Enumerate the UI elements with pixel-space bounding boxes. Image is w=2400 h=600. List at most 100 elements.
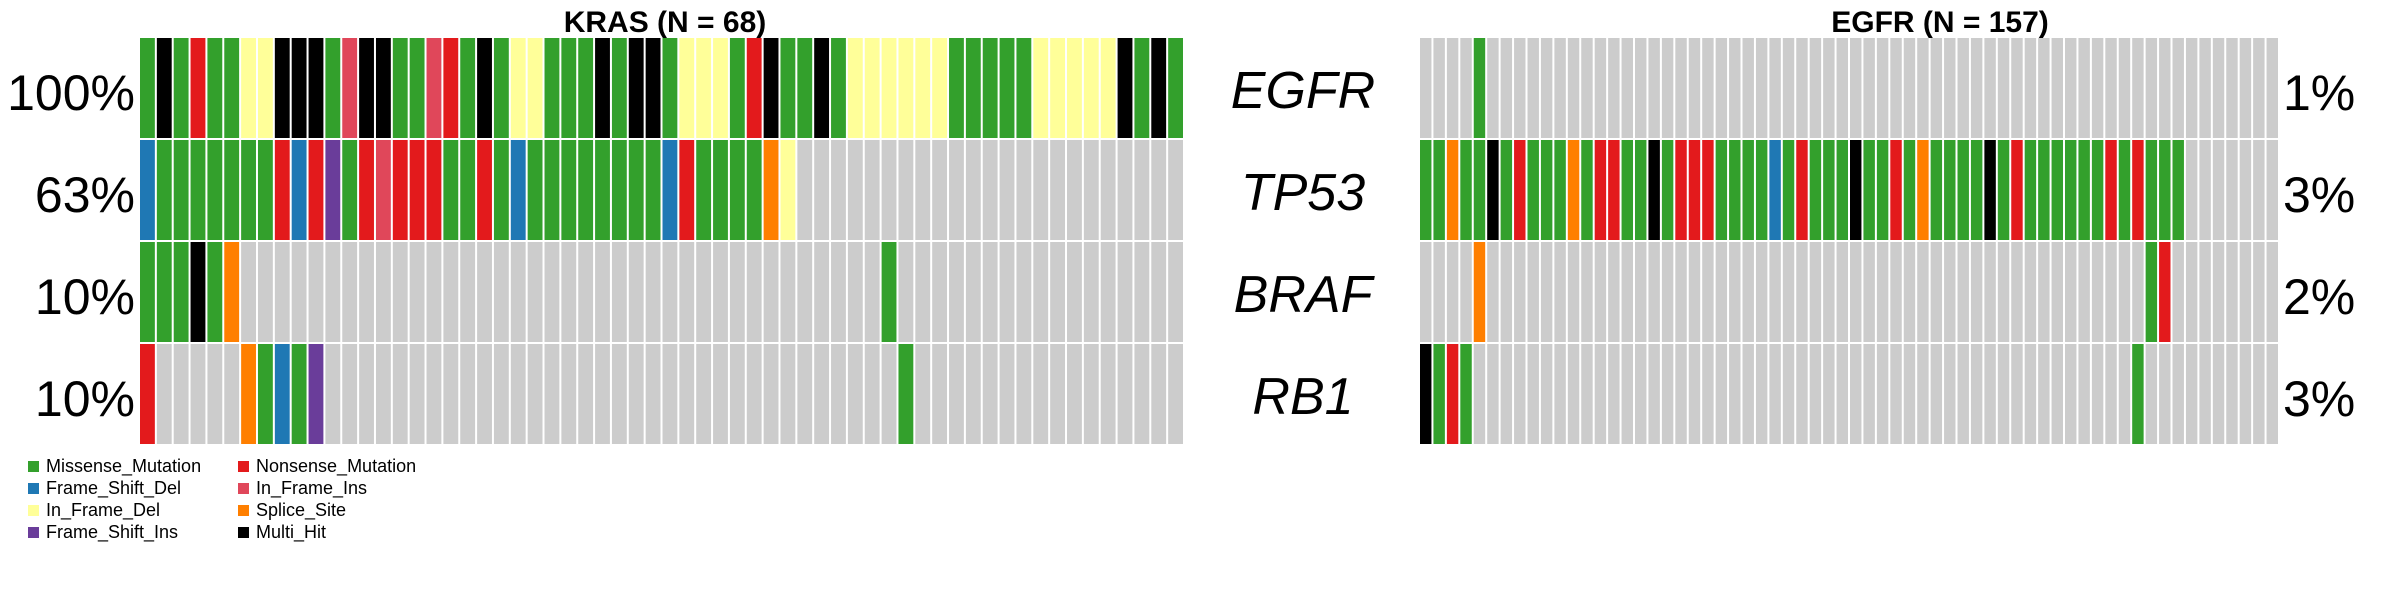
egfr-egfr-cell-no-mutation xyxy=(1796,38,1808,138)
kras-rb1-cell-no-mutation xyxy=(224,344,240,444)
egfr-braf-cell-no-mutation xyxy=(2065,242,2077,342)
egfr-egfr-cell-no-mutation xyxy=(2199,38,2211,138)
egfr-braf-cell-no-mutation xyxy=(1487,242,1499,342)
egfr-braf-cell-no-mutation xyxy=(1433,242,1445,342)
kras-rb1-cell-no-mutation xyxy=(409,344,425,444)
egfr-egfr-cell-no-mutation xyxy=(1742,38,1754,138)
kras-tp53-cell-missense xyxy=(460,140,476,240)
kras-egfr-cell-in-frame-del xyxy=(1067,38,1082,138)
kras-egfr-cell-missense xyxy=(173,38,189,138)
kras-braf-cell-missense xyxy=(173,242,189,342)
kras-rb1-cell-no-mutation xyxy=(847,344,863,444)
kras-rb1-cell-no-mutation xyxy=(493,344,509,444)
egfr-egfr-cell-no-mutation xyxy=(2266,38,2278,138)
egfr-braf-cell-splice-site xyxy=(1473,242,1486,342)
egfr-rb1-cell-no-mutation xyxy=(1984,344,1996,444)
kras-rb1-cell-no-mutation xyxy=(1151,344,1167,444)
kras-braf-cell-no-mutation xyxy=(797,242,813,342)
egfr-rb1-cell-no-mutation xyxy=(1729,344,1741,444)
egfr-tp53-cell-missense xyxy=(1903,140,1916,240)
kras-rb1-cell-no-mutation xyxy=(578,344,594,444)
egfr-braf-cell-no-mutation xyxy=(1527,242,1539,342)
egfr-egfr-cell-no-mutation xyxy=(1823,38,1835,138)
egfr-rb1-cell-no-mutation xyxy=(2105,344,2117,444)
egfr-egfr-cell-no-mutation xyxy=(1836,38,1848,138)
kras-braf-cell-no-mutation xyxy=(392,242,408,342)
gene-labels: EGFR TP53 BRAF RB1 xyxy=(1231,62,1376,426)
egfr-rb1-cell-no-mutation xyxy=(1850,344,1862,444)
egfr-braf-cell-nonsense xyxy=(2159,242,2171,342)
kras-rb1-cell-no-mutation xyxy=(932,344,948,444)
egfr-tp53-cell-splice-site xyxy=(1917,140,1929,240)
kras-egfr-cell-nonsense xyxy=(190,38,206,138)
kras-rb1-cell-no-mutation xyxy=(628,344,644,444)
kras-braf-cell-missense xyxy=(207,242,223,342)
kras-egfr-cell-in-frame-del xyxy=(864,38,880,138)
egfr-rb1-cell-no-mutation xyxy=(2199,344,2211,444)
kras-egfr-cell-in-frame-del xyxy=(241,38,256,138)
egfr-egfr-cell-no-mutation xyxy=(1863,38,1875,138)
kras-tp53-cell-nonsense xyxy=(274,140,290,240)
kras-tp53-cell-missense xyxy=(645,140,661,240)
egfr-tp53-cell-missense xyxy=(1823,140,1835,240)
kras-egfr-cell-multi-hit xyxy=(628,38,644,138)
kras-rb1-cell-no-mutation xyxy=(510,344,526,444)
kras-braf-cell-no-mutation xyxy=(763,242,779,342)
egfr-egfr-cell-no-mutation xyxy=(1648,38,1660,138)
kras-tp53-cell-missense xyxy=(342,140,358,240)
kras-braf-cell-no-mutation xyxy=(274,242,290,342)
kras-egfr-cell-missense xyxy=(797,38,813,138)
egfr-braf-cell-no-mutation xyxy=(1796,242,1808,342)
egfr-braf-cell-no-mutation xyxy=(1944,242,1956,342)
egfr-braf-cell-missense xyxy=(2145,242,2158,342)
kras-tp53-cell-no-mutation xyxy=(831,140,846,240)
kras-rb1-cell-no-mutation xyxy=(527,344,543,444)
kras-rb1-cell-no-mutation xyxy=(982,344,998,444)
egfr-tp53-cell-missense xyxy=(1661,140,1674,240)
egfr-tp53-cell-no-mutation xyxy=(2199,140,2211,240)
egfr-tp53-cell-nonsense xyxy=(1688,140,1701,240)
kras-egfr-cell-missense xyxy=(999,38,1015,138)
chart-legend: Missense_Mutation Nonsense_Mutation Frame_… xyxy=(28,456,416,543)
kras-tp53-cell-no-mutation xyxy=(1016,140,1032,240)
egfr-rb1-cell-no-mutation xyxy=(2118,344,2131,444)
egfr-rb1-cell-no-mutation xyxy=(1809,344,1822,444)
kras-rb1-percent: 10% xyxy=(35,371,135,427)
kras-rb1-cell-no-mutation xyxy=(999,344,1015,444)
egfr-tp53-cell-nonsense xyxy=(1675,140,1687,240)
kras-egfr-cell-missense xyxy=(1016,38,1032,138)
kras-egfr-cell-in-frame-del xyxy=(847,38,863,138)
egfr-panel-title: EGFR (N = 157) xyxy=(1831,6,2049,39)
egfr-rb1-cell-no-mutation xyxy=(1500,344,1513,444)
egfr-braf-cell-no-mutation xyxy=(1540,242,1553,342)
egfr-rb1-cell-no-mutation xyxy=(1702,344,1714,444)
egfr-tp53-cell-missense xyxy=(1527,140,1539,240)
egfr-rb1-cell-no-mutation xyxy=(2145,344,2158,444)
kras-braf-cell-no-mutation xyxy=(1134,242,1150,342)
egfr-tp53-percent: 3% xyxy=(2283,167,2355,223)
kras-tp53-cell-nonsense xyxy=(679,140,695,240)
kras-egfr-cell-multi-hit xyxy=(645,38,661,138)
egfr-tp53-cell-missense xyxy=(1621,140,1633,240)
kras-rb1-cell-frame-shift-ins xyxy=(308,344,324,444)
egfr-tp53-cell-multi-hit xyxy=(1850,140,1862,240)
egfr-egfr-cell-no-mutation xyxy=(1755,38,1768,138)
egfr-rb1-cell-no-mutation xyxy=(1621,344,1633,444)
egfr-braf-cell-no-mutation xyxy=(1984,242,1996,342)
egfr-egfr-cell-no-mutation xyxy=(1984,38,1996,138)
kras-rb1-cell-no-mutation xyxy=(763,344,779,444)
egfr-braf-cell-no-mutation xyxy=(1661,242,1674,342)
kras-braf-cell-no-mutation xyxy=(915,242,931,342)
egfr-egfr-cell-no-mutation xyxy=(1970,38,1983,138)
egfr-tp53-cell-missense xyxy=(1876,140,1889,240)
kras-rb1-cell-no-mutation xyxy=(1168,344,1183,444)
kras-tp53-cell-missense xyxy=(443,140,459,240)
kras-egfr-cell-missense xyxy=(611,38,627,138)
kras-braf-cell-no-mutation xyxy=(325,242,341,342)
kras-rb1-cell-no-mutation xyxy=(190,344,206,444)
kras-egfr-cell-in-frame-del xyxy=(1100,38,1116,138)
egfr-tp53-cell-missense xyxy=(2051,140,2063,240)
egfr-braf-cell-no-mutation xyxy=(1554,242,1566,342)
